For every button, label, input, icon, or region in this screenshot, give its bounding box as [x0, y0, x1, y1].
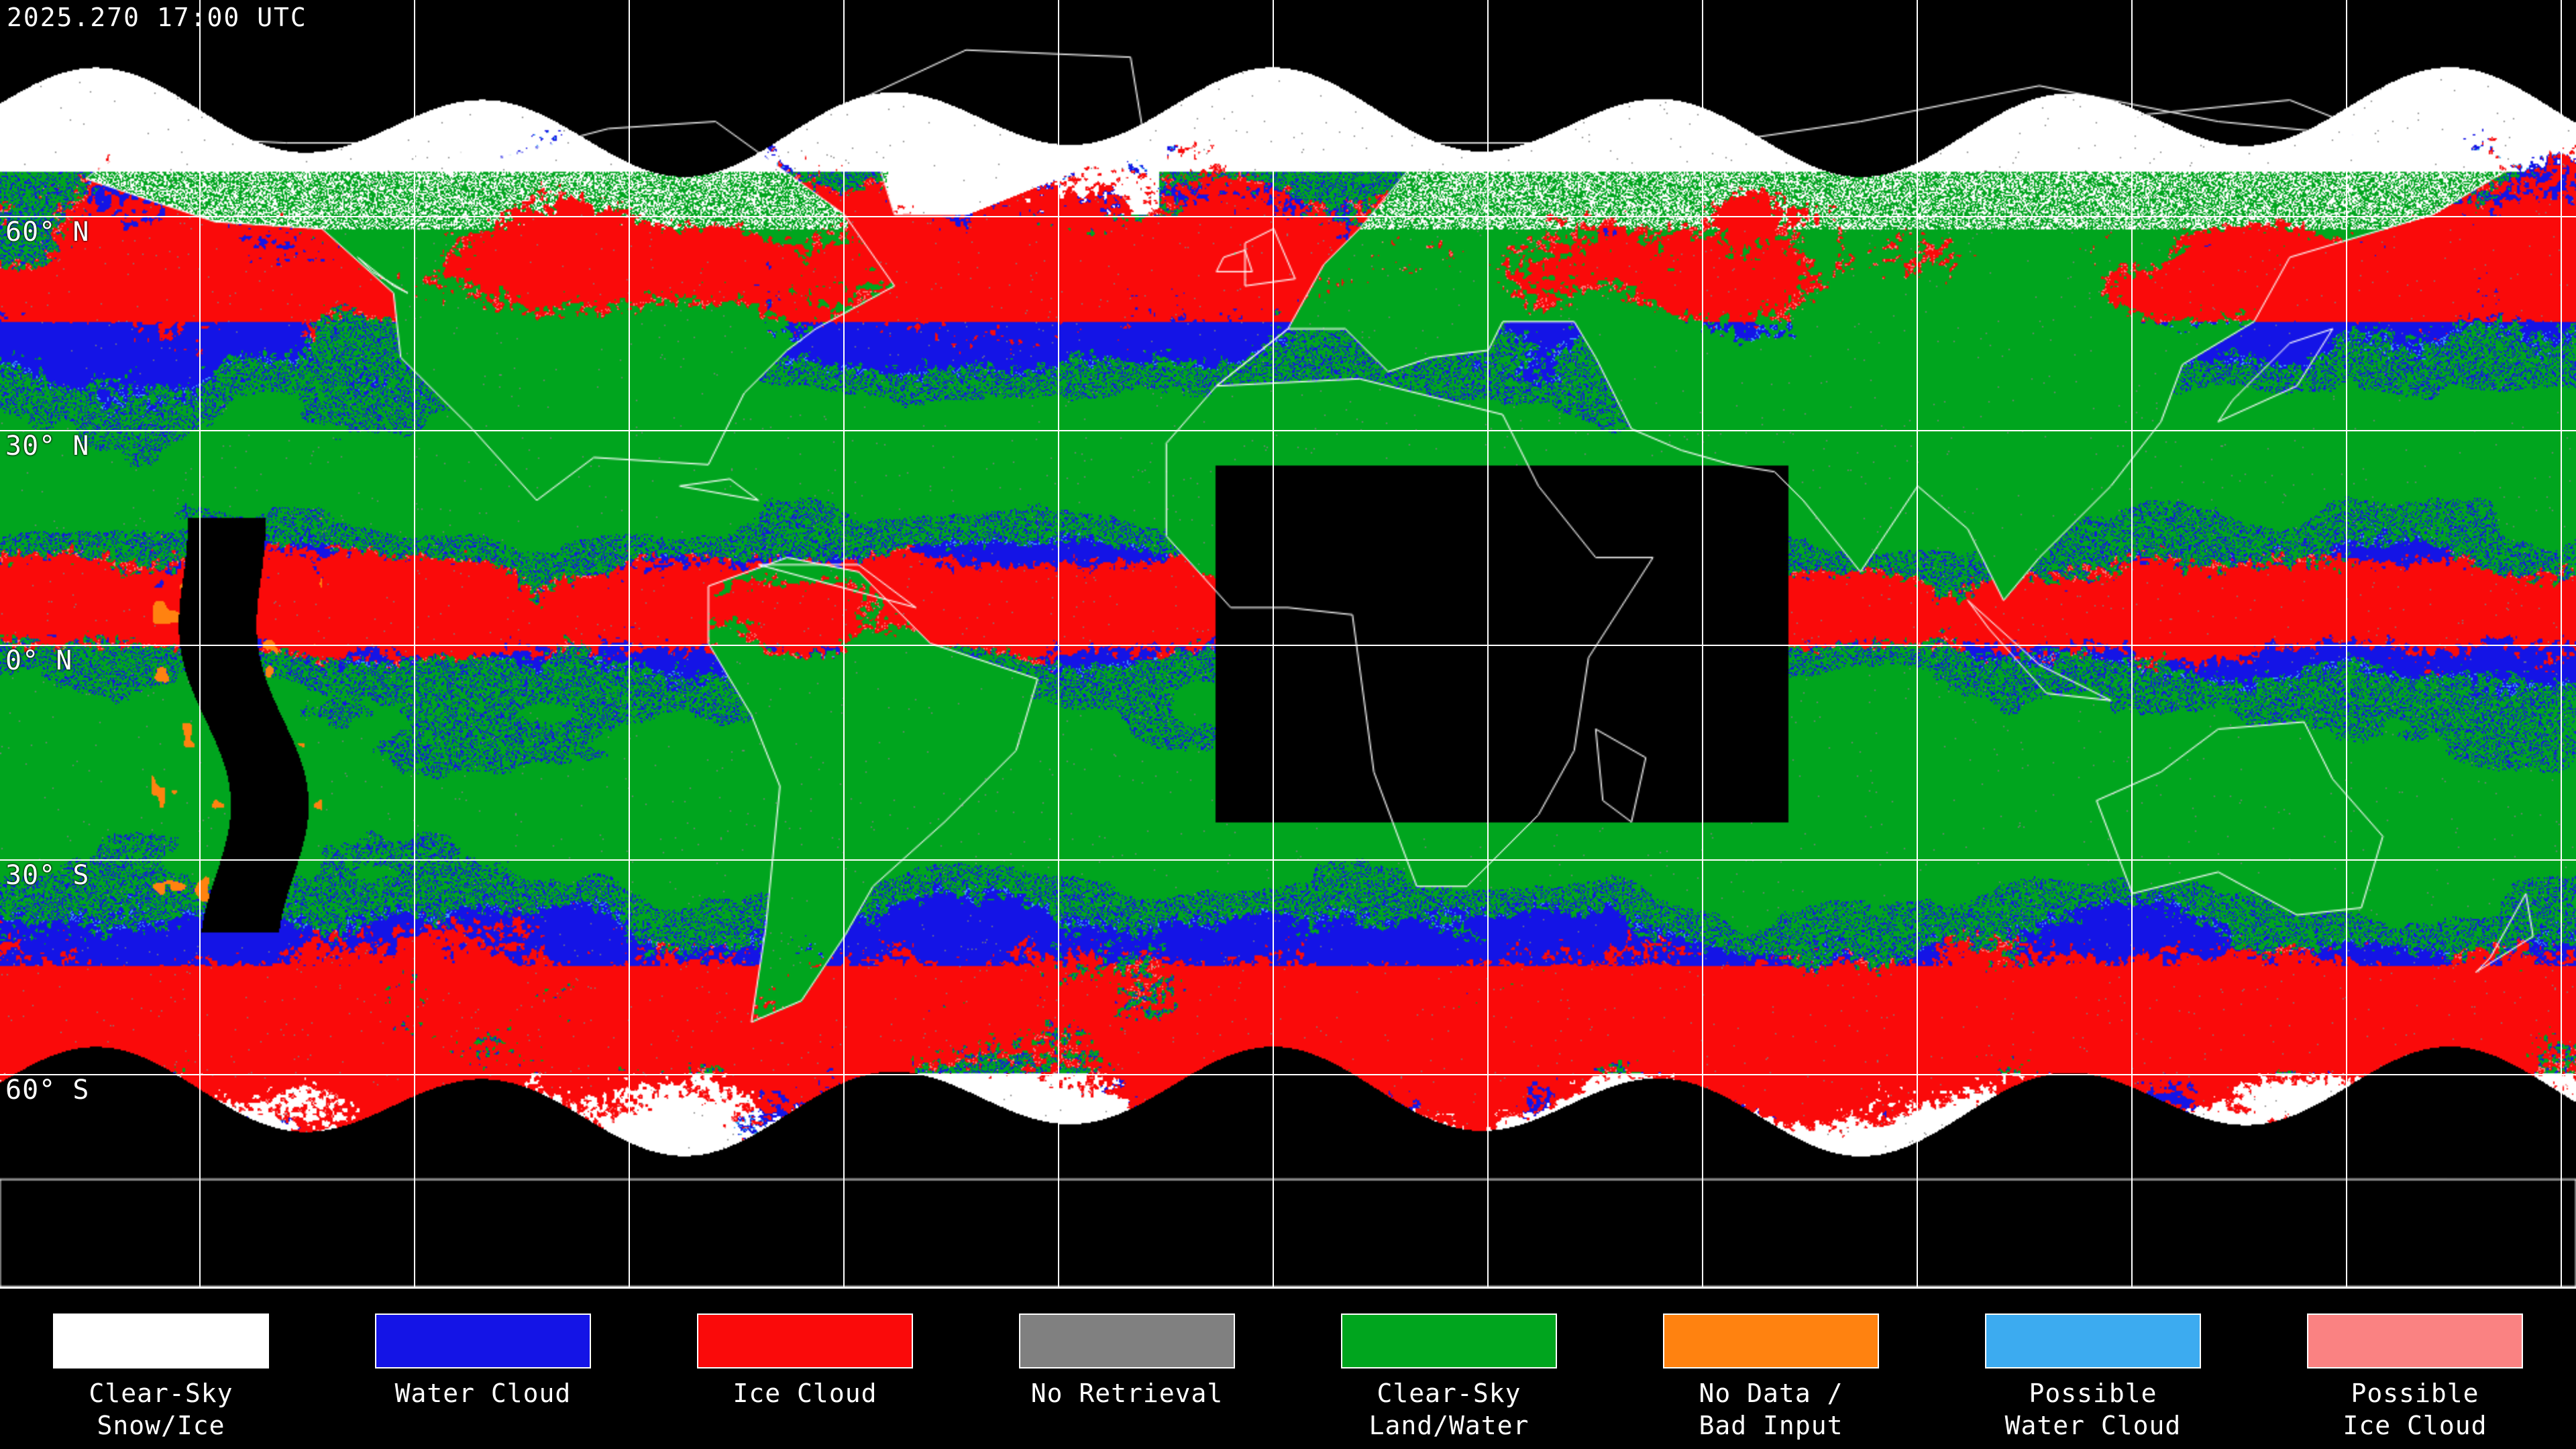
latitude-label: 0° N: [5, 645, 73, 676]
gridline-vertical: [199, 0, 201, 1287]
legend-label: Possible Water Cloud: [2004, 1379, 2182, 1440]
legend-label: Possible Ice Cloud: [2343, 1379, 2487, 1440]
gridline-horizontal: [0, 859, 2576, 861]
legend-label: Ice Cloud: [733, 1379, 877, 1408]
gridline-vertical: [1487, 0, 1489, 1287]
timestamp-label: 2025.270 17:00 UTC: [7, 3, 307, 32]
legend-swatch: [1985, 1313, 2201, 1368]
gridline-horizontal: [0, 1074, 2576, 1075]
latitude-label: 60° S: [5, 1075, 90, 1106]
legend-item-clear-sky-snow-ice: Clear-Sky Snow/Ice: [0, 1289, 322, 1449]
legend-label: Water Cloud: [394, 1379, 572, 1408]
latitude-label: 60° N: [5, 217, 90, 248]
legend-swatch: [1019, 1313, 1235, 1368]
legend-swatch: [1341, 1313, 1557, 1368]
legend-label: No Retrieval: [1030, 1379, 1224, 1408]
gridline-vertical: [2346, 0, 2347, 1287]
legend-bar: Clear-Sky Snow/Ice Water Cloud Ice Cloud No…: [0, 1289, 2576, 1449]
legend-swatch: [2307, 1313, 2523, 1368]
map-area[interactable]: 60° N 30° N 0° N 30° S 60° S: [0, 0, 2576, 1287]
gridline-vertical: [1273, 0, 1274, 1287]
legend-label: Clear-Sky Land/Water: [1368, 1379, 1529, 1440]
legend-item-water-cloud: Water Cloud: [322, 1289, 644, 1449]
legend-item-no-data-bad-input: No Data / Bad Input: [1610, 1289, 1932, 1449]
gridline-vertical: [1702, 0, 1703, 1287]
gridline-vertical: [629, 0, 630, 1287]
legend-divider: [0, 1287, 2576, 1289]
legend-item-clear-sky-land-water: Clear-Sky Land/Water: [1288, 1289, 1610, 1449]
legend-swatch: [375, 1313, 591, 1368]
legend-item-ice-cloud: Ice Cloud: [644, 1289, 966, 1449]
legend-swatch: [697, 1313, 913, 1368]
latitude-label: 30° N: [5, 431, 90, 462]
gridline-horizontal: [0, 216, 2576, 217]
gridline-vertical: [1917, 0, 1918, 1287]
gridline-vertical: [843, 0, 845, 1287]
legend-item-possible-ice-cloud: Possible Ice Cloud: [2254, 1289, 2576, 1449]
gridline-horizontal: [0, 645, 2576, 646]
legend-label: No Data / Bad Input: [1699, 1379, 1843, 1440]
cloud-phase-map-canvas[interactable]: [0, 0, 2576, 1287]
latitude-label: 30° S: [5, 860, 90, 891]
legend-item-possible-water-cloud: Possible Water Cloud: [1932, 1289, 2254, 1449]
gridline-vertical: [1058, 0, 1059, 1287]
legend-swatch: [53, 1313, 269, 1368]
legend-swatch: [1663, 1313, 1879, 1368]
gridline-horizontal: [0, 430, 2576, 431]
gridline-vertical: [414, 0, 415, 1287]
gridline-vertical: [2131, 0, 2133, 1287]
gridline-vertical: [2561, 0, 2562, 1287]
legend-label: Clear-Sky Snow/Ice: [89, 1379, 233, 1440]
legend-item-no-retrieval: No Retrieval: [966, 1289, 1288, 1449]
